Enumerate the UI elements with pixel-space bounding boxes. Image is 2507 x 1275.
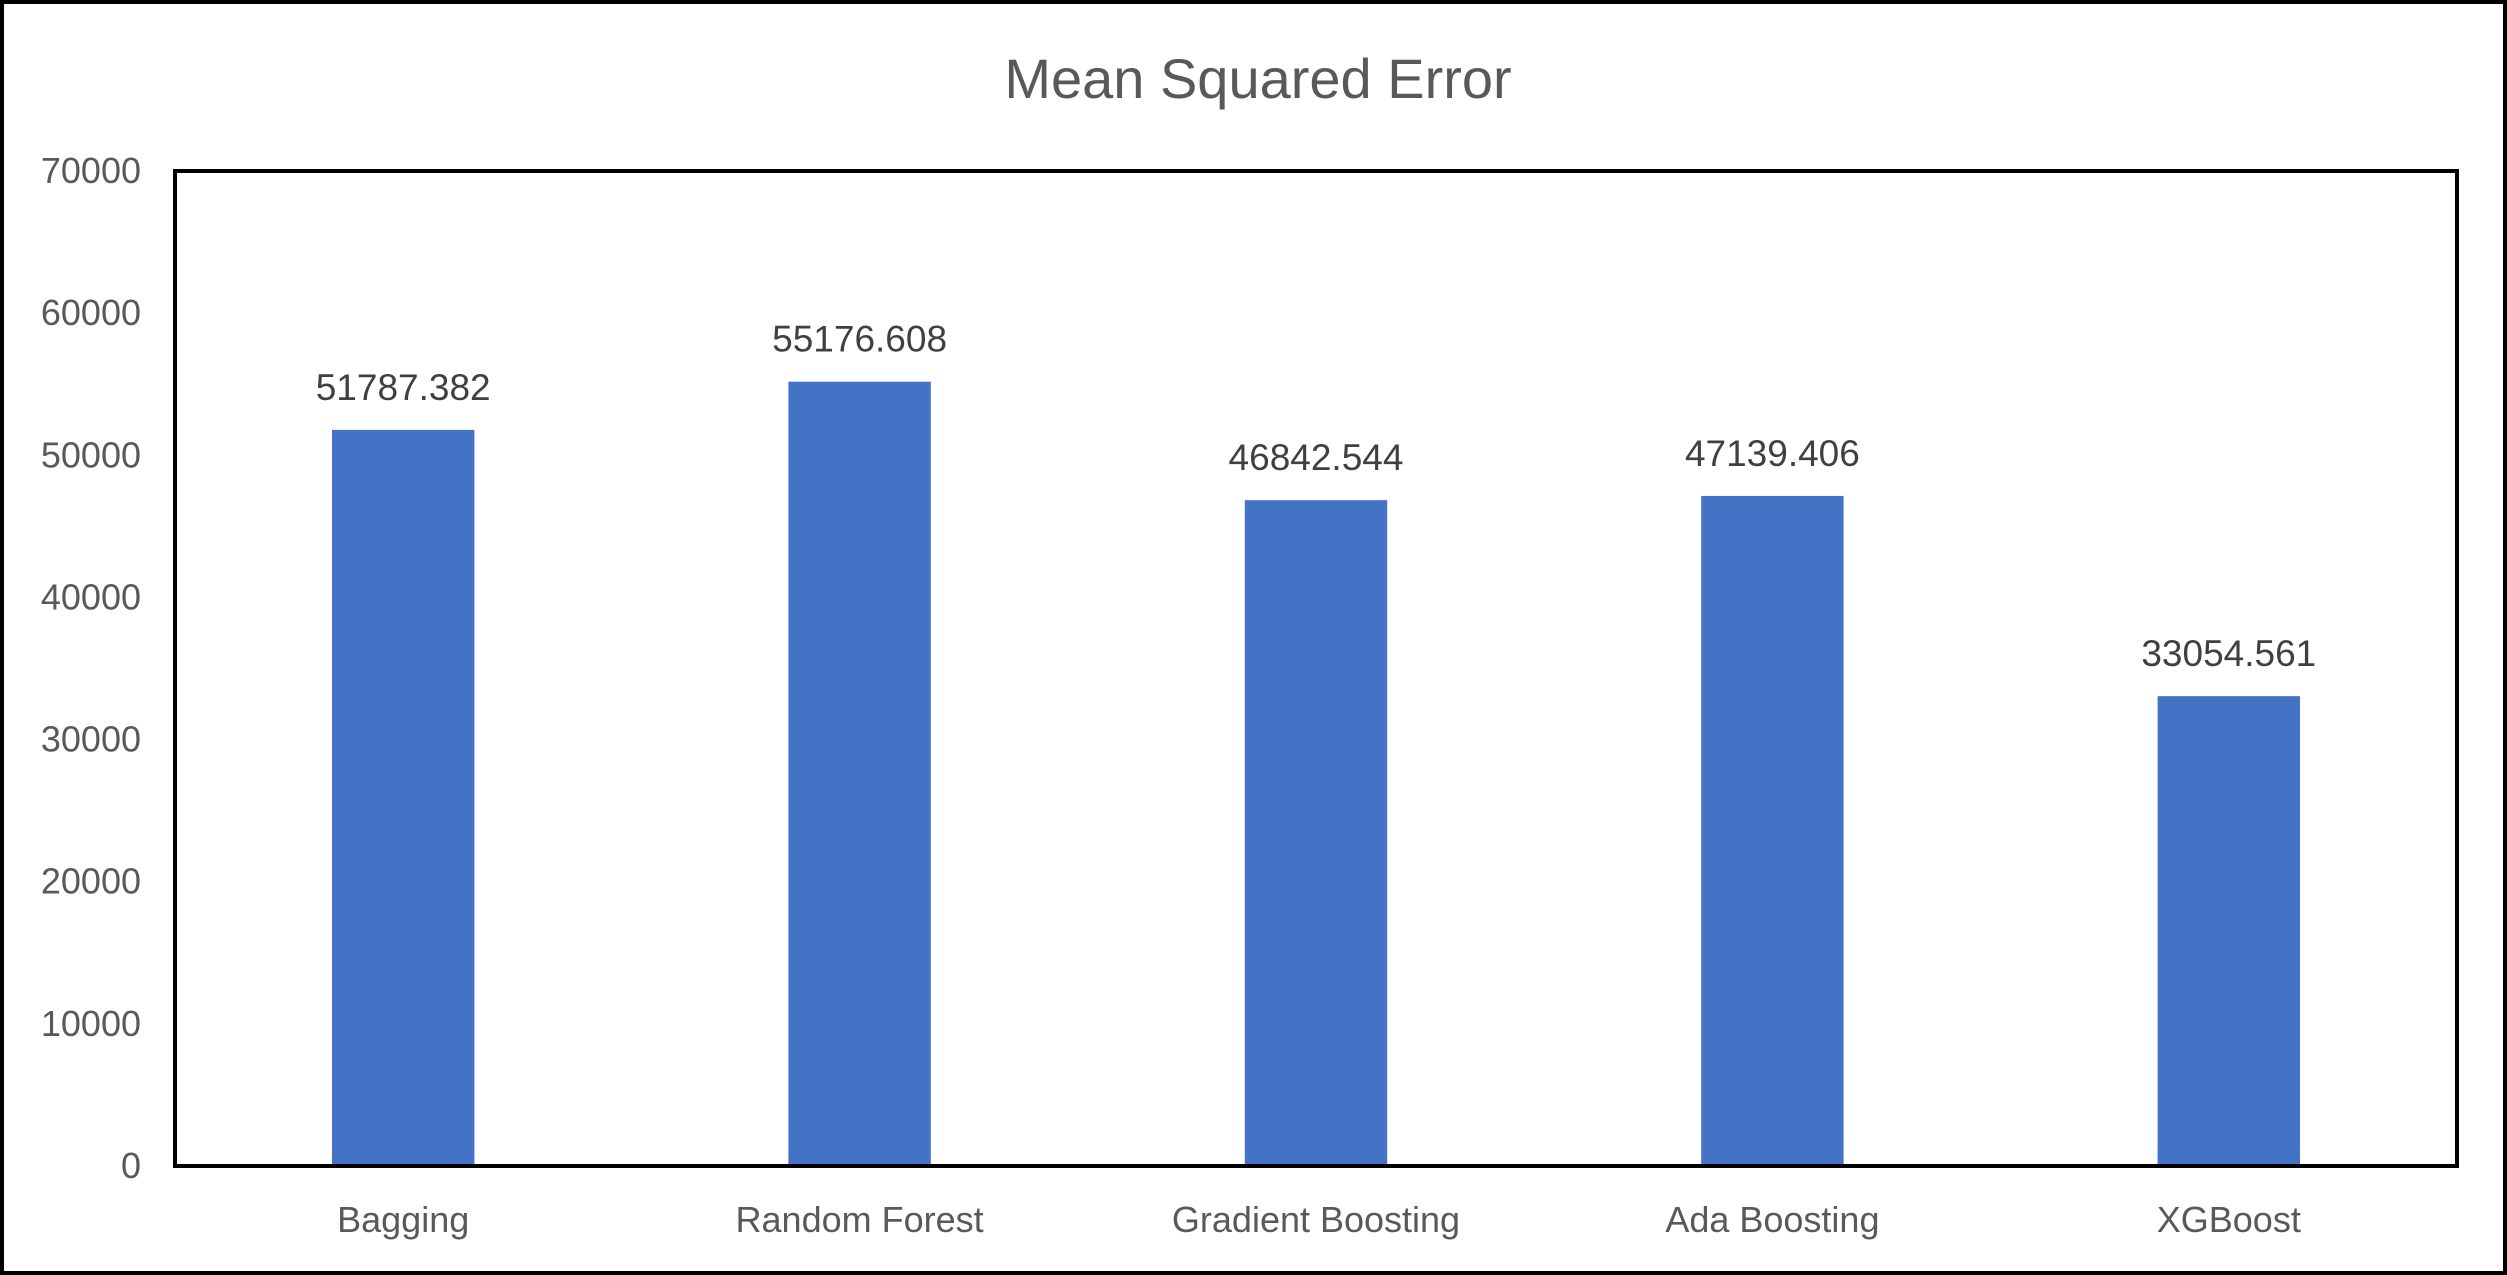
data-label: 46842.544 bbox=[1229, 437, 1404, 478]
data-label: 51787.382 bbox=[316, 367, 491, 408]
bar bbox=[788, 381, 931, 1166]
y-tick-label: 50000 bbox=[41, 434, 141, 475]
data-labels: 51787.382 55176.608 46842.544 47139.406 3305… bbox=[316, 319, 2317, 674]
bar bbox=[2157, 696, 2300, 1166]
bar bbox=[1701, 495, 1844, 1166]
x-axis-labels: Bagging Random Forest Gradient Boosting Ada… bbox=[337, 1199, 2301, 1240]
y-tick-label: 70000 bbox=[41, 150, 141, 191]
y-tick-label: 20000 bbox=[41, 861, 141, 902]
y-tick-label: 10000 bbox=[41, 1003, 141, 1044]
bar-chart: Mean Squared Error 0 10000 20000 30000 40000… bbox=[41, 47, 2459, 1240]
x-tick-label: XGBoost bbox=[2157, 1199, 2301, 1240]
x-tick-label: Gradient Boosting bbox=[1172, 1199, 1460, 1240]
bar bbox=[1244, 500, 1388, 1166]
y-axis-ticks: 0 10000 20000 30000 40000 50000 60000 70000 bbox=[41, 150, 141, 1186]
data-label: 47139.406 bbox=[1685, 433, 1860, 474]
y-tick-label: 60000 bbox=[41, 292, 141, 333]
y-tick-label: 0 bbox=[121, 1145, 141, 1186]
data-label: 55176.608 bbox=[772, 319, 947, 360]
plot-area-border bbox=[173, 169, 2459, 1168]
x-tick-label: Ada Boosting bbox=[1665, 1199, 1879, 1240]
chart-title: Mean Squared Error bbox=[1004, 47, 1511, 110]
y-tick-label: 30000 bbox=[41, 719, 141, 760]
data-label: 33054.561 bbox=[2141, 633, 2316, 674]
x-tick-label: Bagging bbox=[337, 1199, 469, 1240]
y-tick-label: 40000 bbox=[41, 576, 141, 617]
bars bbox=[332, 381, 2300, 1166]
x-tick-label: Random Forest bbox=[736, 1199, 984, 1240]
bar bbox=[332, 429, 475, 1166]
